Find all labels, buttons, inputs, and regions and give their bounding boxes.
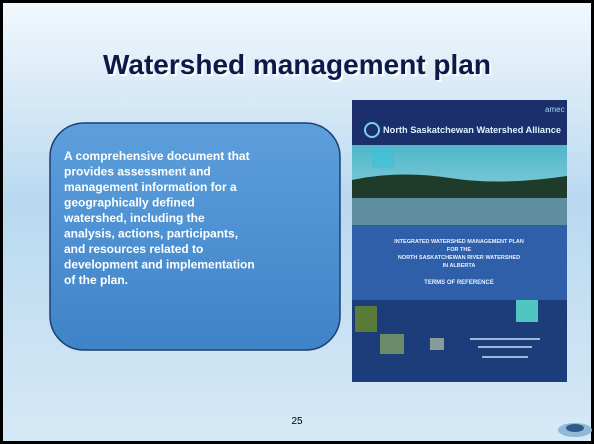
- cover-thumb: [430, 338, 444, 350]
- logo: [364, 122, 380, 138]
- body-line: A comprehensive document that: [64, 149, 250, 163]
- cover-accent: [372, 150, 394, 168]
- text-box: [49, 122, 341, 351]
- body-line: and resources related to: [64, 242, 203, 256]
- body-line: development and implementation: [64, 258, 255, 272]
- cover-brand: amec: [545, 105, 565, 114]
- body-line: management information for a: [64, 180, 237, 194]
- cover-heading: INTEGRATED WATERSHED MANAGEMENT PLAN FOR …: [394, 239, 524, 269]
- body-line: analysis, actions, participants,: [64, 227, 238, 241]
- cover-heading-line: IN ALBERTA: [443, 263, 476, 269]
- drop: [566, 424, 584, 432]
- body-line: geographically defined: [64, 196, 195, 210]
- water-drop-icon: [558, 423, 592, 437]
- cover-header: [352, 100, 567, 145]
- cover-thumb: [380, 334, 404, 354]
- cover-organization: North Saskatchewan Watershed Alliance: [383, 125, 561, 136]
- title-shadow: Watershed management plan: [105, 51, 493, 82]
- cover-small-text: [482, 356, 528, 358]
- cover-title-panel: [352, 225, 567, 300]
- cover-subheading: TERMS OF REFERENCE: [424, 280, 494, 286]
- cover-image: amec North Saskatchewan Watershed Allian…: [352, 100, 567, 382]
- body-line: provides assessment and: [64, 165, 211, 179]
- body-text: A comprehensive document that provides as…: [63, 149, 255, 287]
- cover-heading-line: FOR THE: [447, 247, 471, 253]
- page-number: 25: [291, 416, 303, 427]
- title: Watershed management plan: [103, 49, 491, 80]
- body-line: of the plan.: [64, 273, 128, 287]
- cover-photo-water: [352, 198, 567, 225]
- cover-heading-line: INTEGRATED WATERSHED MANAGEMENT PLAN: [394, 239, 524, 245]
- cover-photo-trees: [352, 174, 567, 200]
- body-line: watershed, including the: [63, 211, 205, 225]
- cover-thumb: [516, 300, 538, 322]
- cover-small-text: [470, 338, 540, 340]
- cover-thumb: [355, 306, 377, 332]
- cover-small-text: [478, 346, 532, 348]
- cover-heading-line: NORTH SASKATCHEWAN RIVER WATERSHED: [398, 255, 520, 261]
